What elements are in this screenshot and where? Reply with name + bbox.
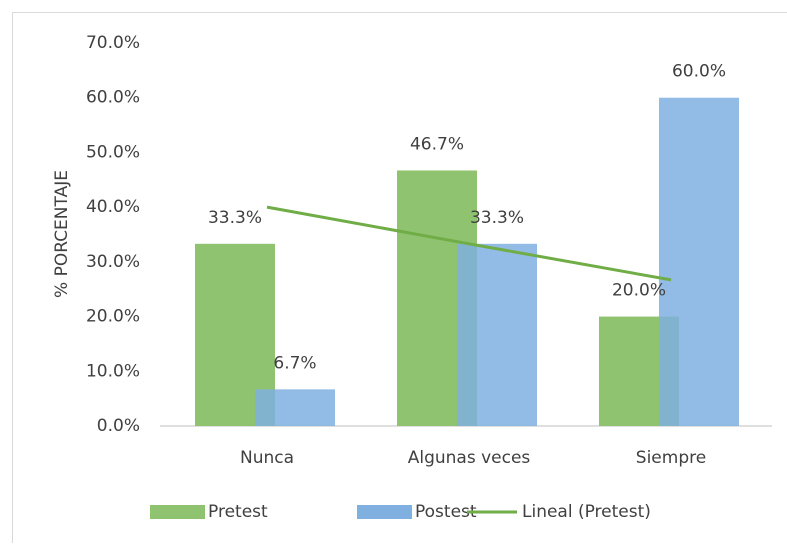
data-label: 33.3%	[208, 208, 262, 228]
bar	[659, 98, 739, 426]
legend-swatch	[357, 505, 412, 519]
y-tick-label: 40.0%	[86, 197, 140, 217]
y-tick-label: 20.0%	[86, 307, 140, 327]
legend-label: Lineal (Pretest)	[522, 502, 651, 522]
x-tick-label: Nunca	[240, 448, 294, 468]
x-tick-label: Siempre	[636, 448, 706, 468]
data-label: 60.0%	[672, 62, 726, 82]
y-tick-label: 30.0%	[86, 252, 140, 272]
y-tick-label: 50.0%	[86, 142, 140, 162]
legend-label: Pretest	[208, 502, 268, 522]
data-label: 46.7%	[410, 134, 464, 154]
legend-swatch	[150, 505, 205, 519]
y-tick-label: 60.0%	[86, 88, 140, 108]
bar	[457, 244, 537, 426]
data-label: 33.3%	[470, 208, 524, 228]
bar	[255, 389, 335, 426]
x-tick-label: Algunas veces	[408, 448, 531, 468]
y-tick-label: 70.0%	[86, 33, 140, 53]
y-tick-label: 0.0%	[97, 416, 140, 436]
y-tick-label: 10.0%	[86, 361, 140, 381]
data-label: 20.0%	[612, 281, 666, 301]
y-axis-label: % PORCENTAJE	[52, 170, 72, 298]
data-label: 6.7%	[273, 353, 316, 373]
